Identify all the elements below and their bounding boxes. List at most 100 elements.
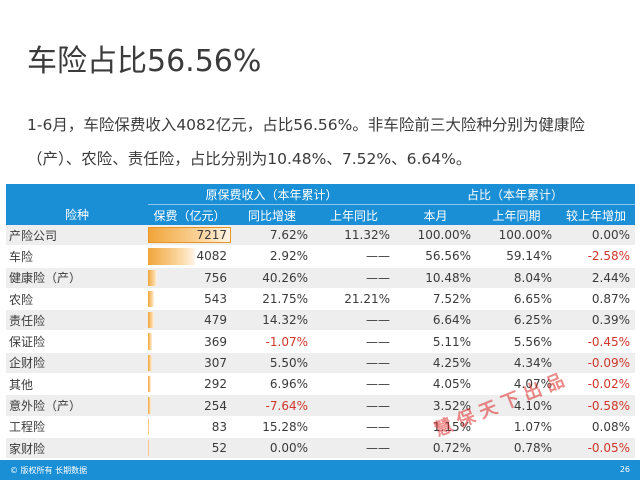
cell-prev-share: 6.25%	[476, 309, 558, 332]
cell-growth: 6.96%	[231, 373, 313, 396]
col-header-premium: 保费（亿元）	[148, 204, 231, 225]
cell-type-name: 责任险	[6, 309, 148, 332]
premium-value: 369	[204, 334, 227, 349]
premium-value: 307	[204, 355, 227, 370]
premium-value: 7217	[196, 228, 227, 243]
cell-change: 2.44%	[557, 267, 636, 289]
table-body: 产险公司 7217 7.62% 11.32% 100.00% 100.00% 0.00% 车险…	[6, 225, 636, 460]
cell-share: 5.11%	[395, 330, 477, 353]
cell-prev-growth: ——	[313, 437, 396, 460]
cell-share: 3.52%	[395, 394, 477, 417]
cell-prev-growth: ——	[313, 245, 396, 268]
cell-prev-share: 4.10%	[476, 394, 558, 417]
cell-premium: 756	[148, 267, 231, 289]
cell-share: 0.72%	[395, 437, 477, 460]
cell-prev-share: 0.78%	[476, 437, 558, 460]
group-header-premium: 原保费收入（本年累计）	[148, 184, 396, 205]
cell-type-name: 产险公司	[6, 225, 148, 247]
cell-growth: 0.00%	[231, 437, 313, 460]
cell-change: 0.87%	[557, 288, 636, 311]
cell-share: 7.52%	[395, 288, 477, 311]
table-row: 保证险 369 -1.07% —— 5.11% 5.56% -0.45%	[6, 330, 636, 353]
premium-value: 479	[204, 313, 227, 328]
cell-change: -2.58%	[557, 245, 636, 268]
cell-premium: 307	[148, 352, 231, 375]
cell-premium: 254	[148, 394, 231, 417]
col-header-growth: 同比增速	[231, 204, 313, 225]
premium-value: 292	[204, 377, 227, 392]
cell-prev-growth: ——	[313, 352, 396, 375]
cell-premium: 52	[148, 437, 231, 460]
cell-change: 0.08%	[557, 416, 636, 438]
premium-value: 83	[211, 419, 227, 434]
cell-prev-growth: ——	[313, 309, 396, 332]
cell-premium: 4082	[148, 245, 231, 268]
cell-prev-growth: ——	[313, 394, 396, 417]
table-row: 产险公司 7217 7.62% 11.32% 100.00% 100.00% 0.00%	[6, 225, 636, 247]
cell-prev-growth: 21.21%	[313, 288, 396, 311]
column-header-row: 险种 保费（亿元） 同比增速 上年同比 本月 上年同期 较上年增加	[6, 204, 636, 225]
premium-value: 756	[204, 270, 227, 285]
cell-change: -0.58%	[557, 394, 636, 417]
cell-prev-share: 100.00%	[476, 225, 558, 247]
premium-data-bar	[148, 227, 231, 244]
premium-data-bar	[148, 397, 151, 414]
cell-prev-growth: ——	[313, 373, 396, 396]
col-header-prev-share: 上年同期	[476, 204, 558, 225]
table-row: 其他 292 6.96% —— 4.05% 4.07% -0.02%	[6, 373, 636, 396]
table-row: 意外险（产） 254 -7.64% —— 3.52% 4.10% -0.58%	[6, 394, 636, 417]
cell-growth: 7.62%	[231, 225, 313, 247]
cell-type-name: 工程险	[6, 416, 148, 438]
premium-data-bar	[148, 333, 153, 350]
slide-title: 车险占比56.56%	[27, 44, 262, 79]
cell-change: -0.05%	[557, 437, 636, 460]
cell-type-name: 保证险	[6, 330, 148, 353]
cell-prev-share: 59.14%	[476, 245, 558, 268]
table-row: 家财险 52 0.00% —— 0.72% 0.78% -0.05%	[6, 437, 636, 460]
cell-type-name: 其他	[6, 373, 148, 396]
group-header-row: 原保费收入（本年累计） 占比（本年累计）	[6, 184, 636, 205]
table-row: 健康险（产） 756 40.26% —— 10.48% 8.04% 2.44%	[6, 267, 636, 289]
footer-copyright: © 版权所有 长期数据	[10, 466, 88, 475]
cell-share: 4.05%	[395, 373, 477, 396]
table-row: 工程险 83 15.28% —— 1.15% 1.07% 0.08%	[6, 416, 636, 438]
table-row: 责任险 479 14.32% —— 6.64% 6.25% 0.39%	[6, 309, 636, 332]
cell-premium: 292	[148, 373, 231, 396]
cell-prev-growth: ——	[313, 330, 396, 353]
premium-value: 4082	[196, 249, 227, 264]
premium-value: 254	[204, 398, 227, 413]
insurance-premium-table: 原保费收入（本年累计） 占比（本年累计） 险种 保费（亿元） 同比增速 上年同比…	[6, 184, 636, 460]
premium-data-bar	[148, 269, 157, 286]
cell-growth: 5.50%	[231, 352, 313, 375]
cell-growth: 15.28%	[231, 416, 313, 438]
cell-prev-share: 5.56%	[476, 330, 558, 353]
cell-share: 1.15%	[395, 416, 477, 438]
premium-data-bar	[148, 418, 149, 435]
cell-premium: 479	[148, 309, 231, 332]
cell-prev-share: 8.04%	[476, 267, 558, 289]
col-header-change: 较上年增加	[557, 204, 636, 225]
cell-growth: -7.64%	[231, 394, 313, 417]
cell-share: 56.56%	[395, 245, 477, 268]
premium-value: 543	[204, 292, 227, 307]
cell-prev-share: 4.07%	[476, 373, 558, 396]
cell-change: -0.45%	[557, 330, 636, 353]
cell-prev-share: 4.34%	[476, 352, 558, 375]
table-row: 车险 4082 2.92% —— 56.56% 59.14% -2.58%	[6, 245, 636, 268]
cell-change: -0.02%	[557, 373, 636, 396]
cell-share: 6.64%	[395, 309, 477, 332]
cell-share: 10.48%	[395, 267, 477, 289]
cell-growth: 2.92%	[231, 245, 313, 268]
cell-prev-growth: 11.32%	[313, 225, 396, 247]
cell-share: 4.25%	[395, 352, 477, 375]
premium-data-bar	[148, 312, 154, 329]
col-header-type: 险种	[6, 204, 148, 225]
cell-prev-share: 6.65%	[476, 288, 558, 311]
cell-premium: 369	[148, 330, 231, 353]
cell-premium: 543	[148, 288, 231, 311]
cell-growth: 40.26%	[231, 267, 313, 289]
col-header-share: 本月	[395, 204, 477, 225]
cell-change: 0.39%	[557, 309, 636, 332]
group-header-share: 占比（本年累计）	[395, 184, 636, 205]
